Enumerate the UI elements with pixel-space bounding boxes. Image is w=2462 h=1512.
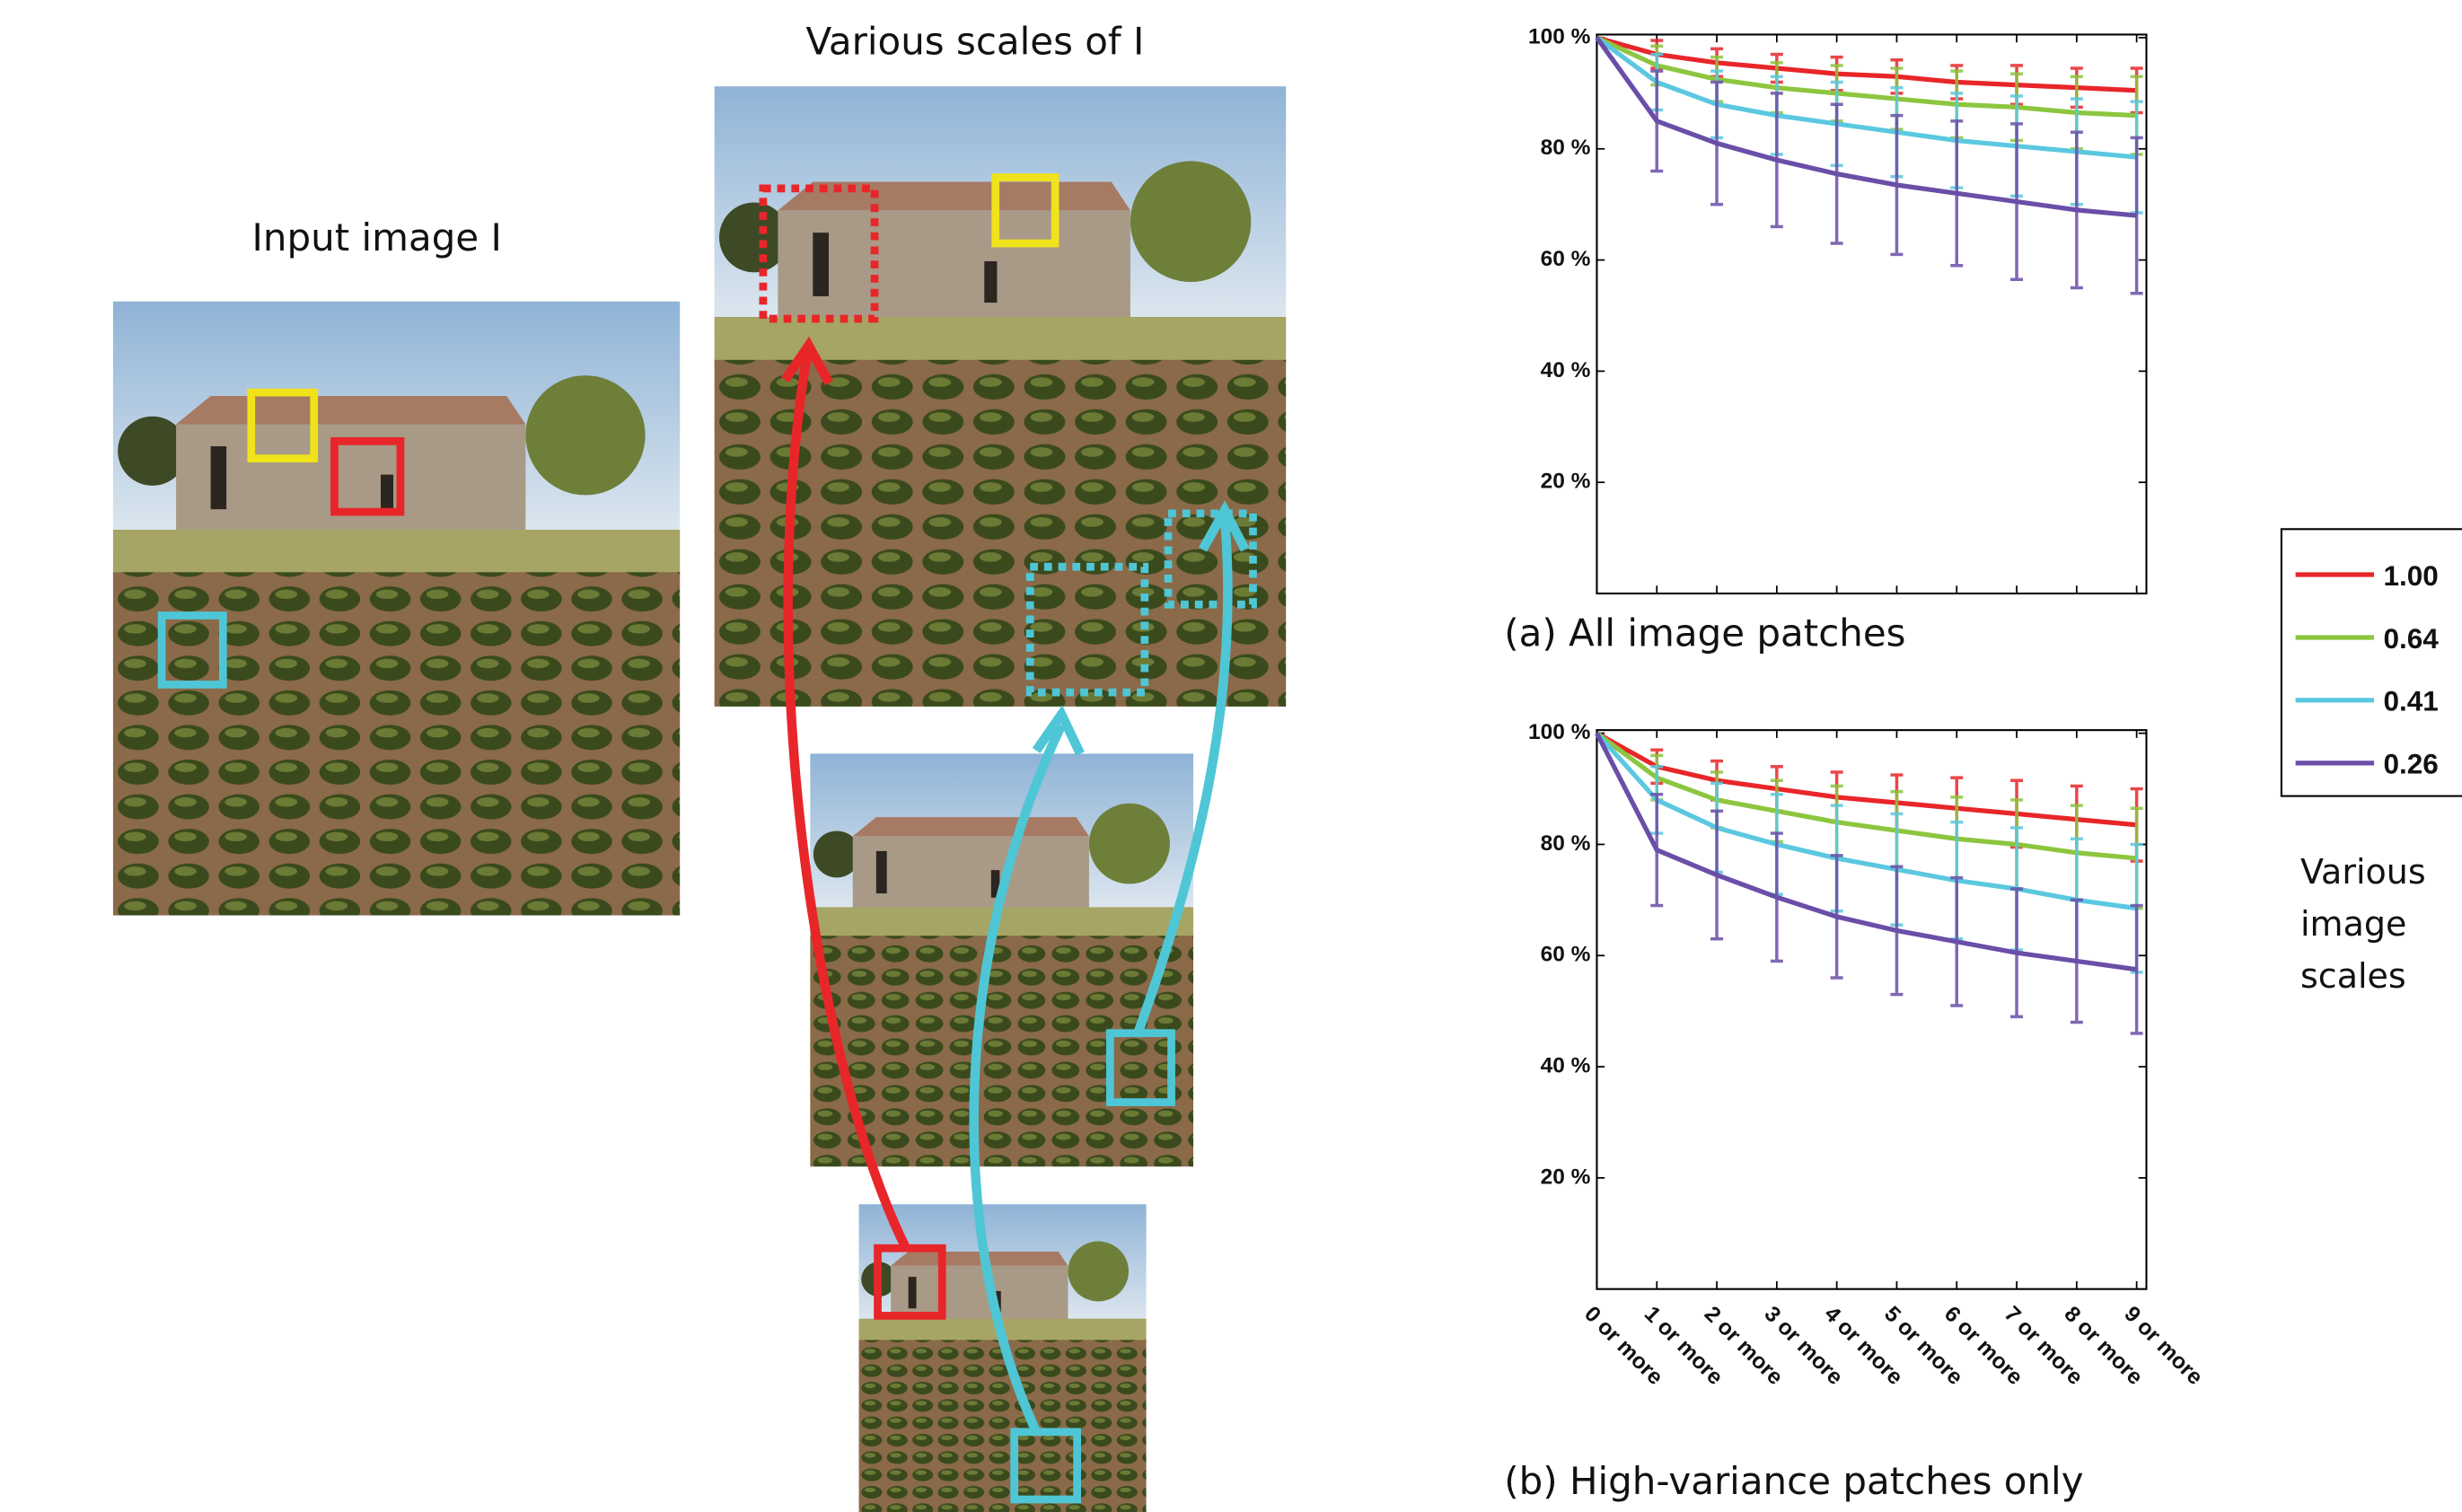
window bbox=[876, 851, 887, 893]
y-tick-label: 80 % bbox=[1541, 136, 1591, 160]
y-tick-label: 60 % bbox=[1541, 247, 1591, 271]
building bbox=[778, 210, 1130, 325]
tree bbox=[525, 375, 645, 495]
y-tick-label: 100 % bbox=[1528, 720, 1591, 744]
legend-label: 0.41 bbox=[2384, 686, 2439, 717]
y-tick-label: 100 % bbox=[1528, 24, 1591, 48]
legend-label: 0.26 bbox=[2384, 749, 2439, 780]
legend-label: 0.64 bbox=[2384, 623, 2440, 655]
y-tick-label: 60 % bbox=[1541, 943, 1591, 967]
field bbox=[859, 1340, 1147, 1512]
chart-caption: (a) All image patches bbox=[1504, 611, 1905, 655]
plot-frame bbox=[1596, 34, 2146, 593]
tree bbox=[1068, 1242, 1129, 1302]
building bbox=[853, 836, 1089, 912]
roof bbox=[853, 817, 1089, 836]
page-body: Input image I Various scales of I 20 % 40… bbox=[0, 0, 2462, 1512]
window bbox=[909, 1277, 917, 1308]
window bbox=[984, 261, 997, 303]
roof bbox=[778, 181, 1130, 210]
photo bbox=[113, 302, 680, 916]
scales-label: Various scales of I bbox=[805, 19, 1144, 63]
window bbox=[211, 446, 227, 509]
y-tick-label: 20 % bbox=[1541, 470, 1591, 494]
y-tick-label: 40 % bbox=[1541, 1054, 1591, 1078]
field bbox=[113, 572, 680, 915]
page: {"figure": {"input_label": "Input image … bbox=[0, 0, 2462, 1512]
chart-caption: (b) High-variance patches only bbox=[1504, 1459, 2083, 1503]
input-label: Input image I bbox=[252, 215, 502, 259]
plot-frame bbox=[1596, 730, 2146, 1289]
tree bbox=[1089, 804, 1170, 884]
y-tick-label: 40 % bbox=[1541, 358, 1591, 382]
window bbox=[813, 233, 829, 296]
legend-title: Various image scales bbox=[2300, 846, 2435, 1002]
y-tick-label: 80 % bbox=[1541, 831, 1591, 856]
field bbox=[810, 936, 1193, 1166]
figure: Input image I Various scales of I 20 % 40… bbox=[0, 0, 2462, 1512]
tree bbox=[1130, 161, 1251, 282]
grass bbox=[113, 530, 680, 577]
roof bbox=[176, 396, 525, 425]
y-tick-label: 20 % bbox=[1541, 1165, 1591, 1189]
legend-label: 1.00 bbox=[2384, 560, 2439, 592]
